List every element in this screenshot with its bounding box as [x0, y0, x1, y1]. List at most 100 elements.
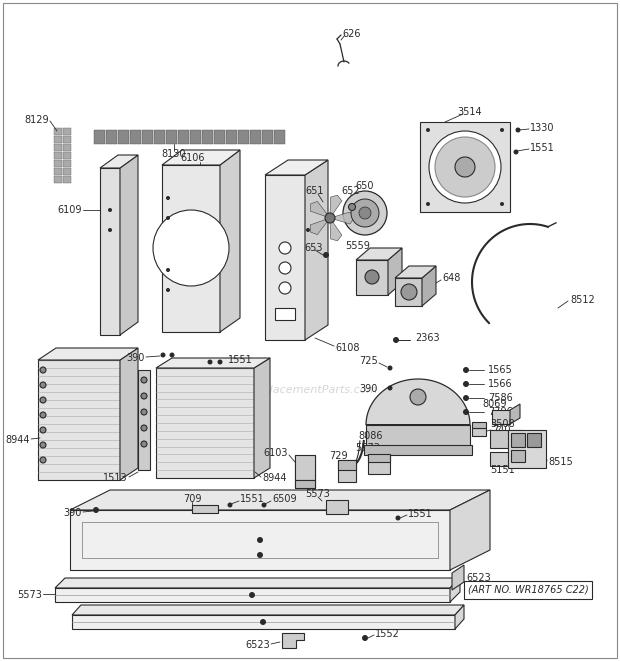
Circle shape	[249, 592, 255, 598]
Polygon shape	[395, 266, 436, 278]
Polygon shape	[220, 150, 240, 332]
Text: 6109: 6109	[58, 205, 82, 215]
Polygon shape	[330, 212, 354, 224]
Bar	[326, 500, 348, 514]
Circle shape	[388, 385, 392, 391]
Text: eReplacementParts.com: eReplacementParts.com	[242, 385, 378, 395]
Polygon shape	[162, 150, 240, 165]
Circle shape	[393, 337, 399, 343]
Bar	[275, 308, 295, 320]
Bar	[368, 454, 390, 474]
Polygon shape	[70, 510, 450, 570]
Circle shape	[257, 552, 263, 558]
Circle shape	[325, 213, 335, 223]
Circle shape	[513, 149, 518, 155]
Polygon shape	[282, 633, 304, 648]
Circle shape	[323, 252, 329, 258]
Polygon shape	[254, 358, 270, 478]
Polygon shape	[295, 480, 315, 488]
Text: 1551: 1551	[240, 494, 265, 504]
Text: 1566: 1566	[488, 379, 513, 389]
Polygon shape	[388, 248, 402, 295]
Text: 6509: 6509	[272, 494, 296, 504]
Polygon shape	[120, 348, 138, 480]
Polygon shape	[265, 175, 305, 340]
Bar	[338, 460, 356, 482]
Text: 8944: 8944	[6, 435, 30, 445]
Bar	[511, 433, 525, 447]
Polygon shape	[330, 195, 342, 218]
Circle shape	[40, 382, 46, 388]
Bar	[508, 430, 546, 468]
Text: 8069: 8069	[483, 399, 507, 409]
Circle shape	[262, 502, 267, 508]
Bar	[490, 430, 522, 448]
Text: 8944: 8944	[262, 473, 286, 483]
Circle shape	[40, 457, 46, 463]
Text: 6523: 6523	[246, 640, 270, 650]
Polygon shape	[366, 425, 470, 450]
Circle shape	[166, 268, 170, 272]
Circle shape	[426, 128, 430, 132]
Circle shape	[388, 366, 392, 371]
Circle shape	[141, 393, 147, 399]
Bar	[338, 460, 356, 470]
Polygon shape	[492, 410, 510, 424]
Polygon shape	[356, 248, 402, 260]
Circle shape	[463, 367, 469, 373]
Bar	[202, 130, 213, 144]
Circle shape	[435, 137, 495, 197]
Circle shape	[108, 208, 112, 212]
Text: 8086: 8086	[358, 431, 383, 441]
Polygon shape	[120, 155, 138, 335]
Bar	[178, 130, 189, 144]
Text: 650: 650	[356, 181, 374, 191]
Circle shape	[306, 228, 310, 232]
Text: 8512: 8512	[570, 295, 595, 305]
Bar	[238, 130, 249, 144]
Polygon shape	[295, 455, 315, 480]
Circle shape	[161, 352, 166, 358]
Bar	[154, 130, 165, 144]
Circle shape	[153, 210, 229, 286]
Text: 725: 725	[359, 356, 378, 366]
Circle shape	[228, 502, 232, 508]
Circle shape	[141, 441, 147, 447]
Polygon shape	[510, 404, 520, 424]
Polygon shape	[162, 165, 220, 332]
Bar	[63, 168, 71, 175]
Bar	[63, 144, 71, 151]
Circle shape	[429, 131, 501, 203]
Circle shape	[500, 128, 504, 132]
Bar	[54, 176, 62, 183]
Circle shape	[208, 360, 213, 364]
Bar	[368, 454, 390, 462]
Text: 648: 648	[442, 273, 461, 283]
Circle shape	[515, 128, 521, 132]
Circle shape	[40, 367, 46, 373]
Circle shape	[166, 196, 170, 200]
Text: 7586: 7586	[488, 393, 513, 403]
Bar	[54, 160, 62, 167]
Text: 390: 390	[126, 353, 145, 363]
Circle shape	[455, 157, 475, 177]
Text: 5573: 5573	[17, 590, 42, 600]
Bar	[472, 422, 486, 428]
Bar	[118, 130, 129, 144]
Bar	[250, 130, 261, 144]
Bar	[54, 128, 62, 135]
Text: 653: 653	[305, 243, 323, 253]
Text: 5151: 5151	[490, 465, 515, 475]
Bar	[511, 450, 525, 462]
Circle shape	[40, 412, 46, 418]
Bar	[166, 130, 177, 144]
Bar	[63, 176, 71, 183]
Polygon shape	[356, 260, 388, 295]
Polygon shape	[70, 490, 490, 510]
Bar	[63, 160, 71, 167]
Text: 6108: 6108	[335, 343, 360, 353]
Bar	[472, 428, 486, 436]
Text: 1552: 1552	[375, 629, 400, 639]
Polygon shape	[156, 358, 270, 368]
Bar	[226, 130, 237, 144]
